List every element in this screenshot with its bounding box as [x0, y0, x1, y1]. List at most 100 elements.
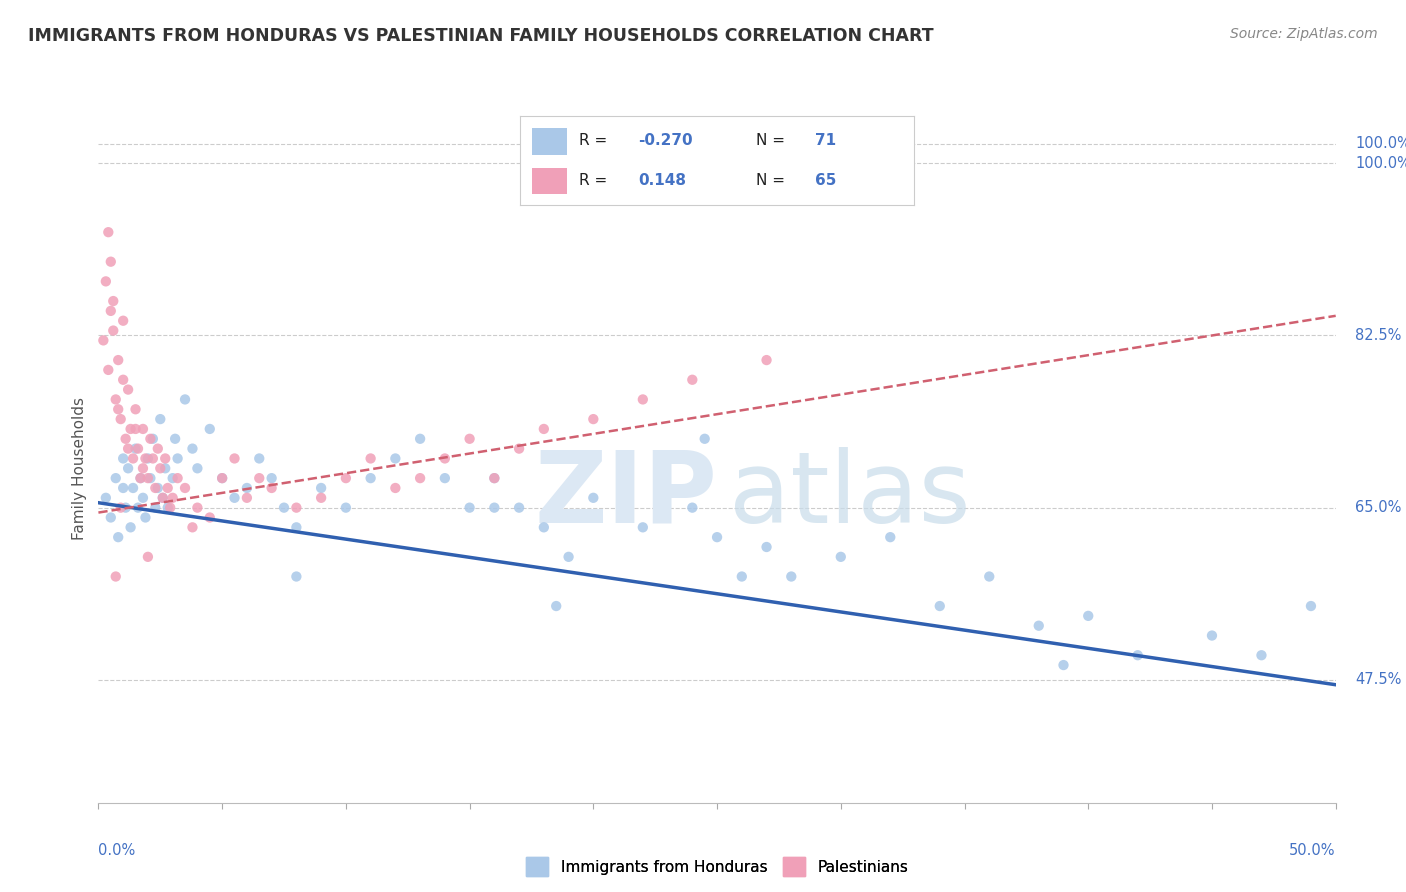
Point	[546, 599, 568, 613]
Point	[755, 353, 778, 368]
Point	[211, 471, 233, 485]
Point	[143, 500, 166, 515]
Point	[136, 451, 159, 466]
Point	[112, 314, 135, 328]
Point	[110, 500, 132, 515]
Point	[830, 549, 852, 564]
Point	[181, 442, 204, 456]
Point	[1201, 628, 1223, 642]
Point	[928, 599, 950, 613]
Point	[139, 432, 162, 446]
Point	[134, 510, 156, 524]
Text: 82.5%: 82.5%	[1355, 328, 1402, 343]
Point	[1028, 618, 1050, 632]
Point	[458, 432, 481, 446]
Point	[104, 569, 127, 583]
Point	[1077, 608, 1099, 623]
Point	[100, 304, 122, 318]
Point	[508, 442, 530, 456]
Point	[94, 274, 117, 288]
Point	[631, 392, 654, 407]
Point	[582, 491, 605, 505]
Point	[132, 461, 155, 475]
Point	[273, 500, 295, 515]
Point	[155, 461, 177, 475]
Point	[112, 373, 135, 387]
Point	[112, 451, 135, 466]
Point	[755, 540, 778, 554]
Point	[384, 481, 406, 495]
Point	[149, 412, 172, 426]
Point	[112, 481, 135, 495]
Point	[211, 471, 233, 485]
Text: ZIP: ZIP	[534, 447, 717, 543]
Point	[117, 461, 139, 475]
Text: R =: R =	[579, 134, 607, 148]
Text: IMMIGRANTS FROM HONDURAS VS PALESTINIAN FAMILY HOUSEHOLDS CORRELATION CHART: IMMIGRANTS FROM HONDURAS VS PALESTINIAN …	[28, 27, 934, 45]
Point	[155, 451, 177, 466]
Point	[104, 471, 127, 485]
Point	[162, 491, 184, 505]
Point	[309, 481, 332, 495]
Point	[97, 363, 120, 377]
Y-axis label: Family Households: Family Households	[72, 397, 87, 540]
Point	[879, 530, 901, 544]
Point	[409, 471, 432, 485]
Point	[127, 442, 149, 456]
Point	[110, 412, 132, 426]
Point	[1250, 648, 1272, 663]
Point	[100, 510, 122, 524]
Text: atlas: atlas	[730, 447, 972, 543]
Point	[484, 471, 506, 485]
Point	[433, 471, 456, 485]
Point	[693, 432, 716, 446]
Point	[236, 491, 259, 505]
Point	[1052, 658, 1074, 673]
FancyBboxPatch shape	[531, 128, 568, 155]
Text: Source: ZipAtlas.com: Source: ZipAtlas.com	[1230, 27, 1378, 41]
Text: N =: N =	[756, 173, 786, 187]
Point	[181, 520, 204, 534]
Text: 100.0%: 100.0%	[1355, 136, 1406, 151]
Point	[360, 471, 382, 485]
Point	[114, 500, 136, 515]
Point	[260, 481, 283, 495]
Point	[142, 451, 165, 466]
Point	[260, 471, 283, 485]
Point	[156, 500, 179, 515]
Point	[142, 432, 165, 446]
Point	[132, 422, 155, 436]
Point	[120, 520, 142, 534]
Point	[129, 471, 152, 485]
Point	[122, 481, 145, 495]
Point	[236, 481, 259, 495]
Point	[681, 373, 703, 387]
Point	[247, 471, 270, 485]
Point	[433, 451, 456, 466]
Point	[139, 471, 162, 485]
Point	[166, 451, 188, 466]
Point	[97, 225, 120, 239]
Point	[165, 432, 187, 446]
Point	[136, 549, 159, 564]
Point	[681, 500, 703, 515]
Point	[979, 569, 1001, 583]
Point	[117, 442, 139, 456]
Point	[127, 500, 149, 515]
Point	[458, 500, 481, 515]
Point	[159, 500, 181, 515]
Point	[631, 520, 654, 534]
Point	[124, 402, 146, 417]
Point	[152, 491, 174, 505]
Text: 0.148: 0.148	[638, 173, 686, 187]
Text: 65.0%: 65.0%	[1355, 500, 1402, 516]
Point	[124, 442, 146, 456]
Point	[120, 422, 142, 436]
Point	[152, 491, 174, 505]
Point	[484, 500, 506, 515]
Point	[149, 461, 172, 475]
Text: 0.0%: 0.0%	[98, 843, 135, 858]
Point	[533, 520, 555, 534]
Point	[107, 353, 129, 368]
Point	[186, 500, 208, 515]
